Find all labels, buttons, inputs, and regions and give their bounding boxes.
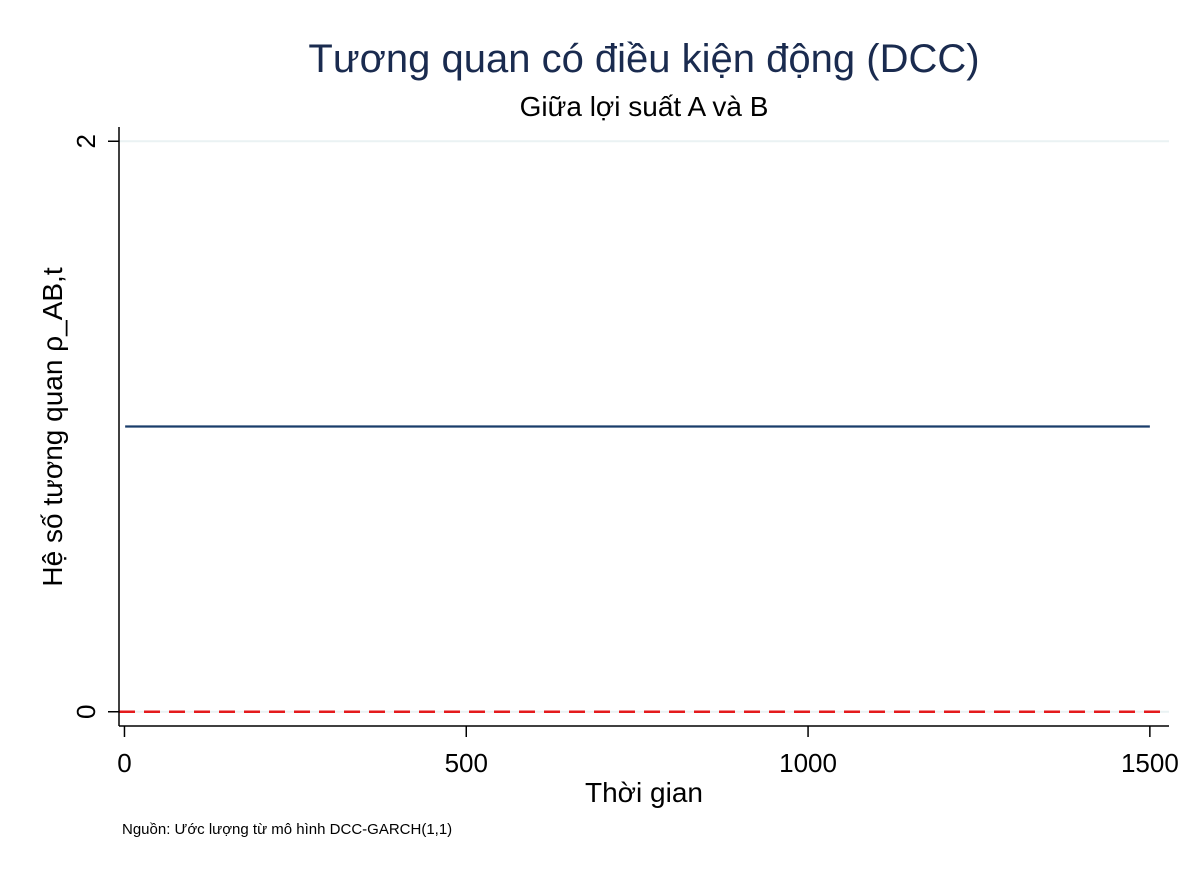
x-tick-label-3: 1500	[1121, 748, 1179, 778]
x-tick-label-0: 0	[117, 748, 131, 778]
chart-title: Tương quan có điều kiện động (DCC)	[308, 37, 979, 81]
chart-subtitle: Giữa lợi suất A và B	[520, 91, 769, 122]
axes-layer	[118, 127, 1169, 727]
y-tick-layer: 02	[71, 134, 119, 719]
x-tick-label-2: 1000	[779, 748, 837, 778]
source-note: Nguồn: Ước lượng từ mô hình DCC-GARCH(1,…	[122, 821, 452, 838]
x-axis-label: Thời gian	[585, 777, 703, 808]
y-axis-label: Hệ số tương quan ρ_AB,t	[37, 267, 68, 586]
y-tick-label-1: 2	[71, 134, 101, 148]
x-tick-layer: 0 500 1000 1500	[117, 726, 1179, 778]
y-tick-label-0: 0	[71, 705, 101, 719]
x-tick-label-1: 500	[445, 748, 488, 778]
